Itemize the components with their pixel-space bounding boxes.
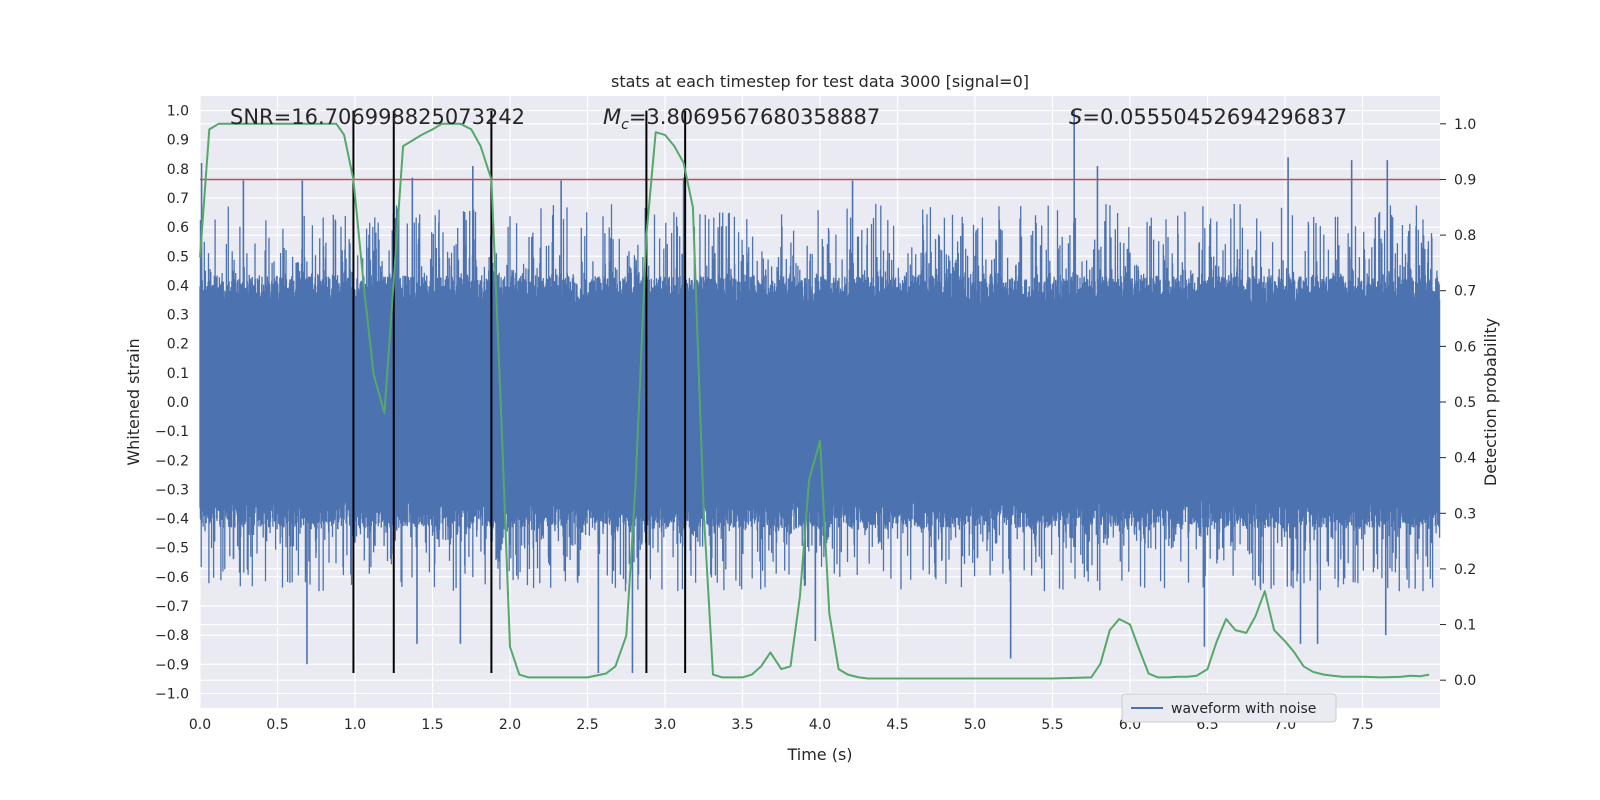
x-tick-label: 1.0 <box>344 717 366 733</box>
chirp-mass-subscript: c <box>621 117 629 133</box>
s-symbol: S <box>1069 105 1082 129</box>
y-tick-label-left: 0.7 <box>167 191 189 207</box>
x-tick-label: 2.5 <box>576 717 598 733</box>
x-tick-label: 5.5 <box>1041 717 1063 733</box>
x-tick-label: 1.5 <box>421 717 443 733</box>
x-tick-label: 4.5 <box>886 717 908 733</box>
y-tick-label-left: 1.0 <box>167 104 189 120</box>
y-tick-label-left: 0.1 <box>167 366 189 382</box>
y-tick-label-left: −1.0 <box>155 686 189 702</box>
waveform-noise-path <box>199 203 1441 592</box>
legend-label-waveform: waveform with noise <box>1171 701 1316 717</box>
y-tick-label-left: 0.3 <box>167 308 189 324</box>
y-tick-label-right: 0.5 <box>1454 395 1476 411</box>
y-tick-label-left: −0.3 <box>155 482 189 498</box>
x-axis-label: Time (s) <box>786 745 852 764</box>
y-tick-label-left: 0.9 <box>167 133 189 149</box>
chirp-mass-value: =3.8069567680358887 <box>629 105 880 129</box>
y-tick-label-right: 0.6 <box>1454 339 1476 355</box>
y-axis-right-label: Detection probability <box>1481 318 1500 486</box>
s-annotation: S=0.05550452694296837 <box>1069 105 1347 129</box>
x-tick-label: 5.0 <box>964 717 986 733</box>
y-tick-label-right: 0.0 <box>1454 673 1476 689</box>
y-tick-label-left: −0.6 <box>155 570 189 586</box>
x-tick-label: 4.0 <box>809 717 831 733</box>
snr-annotation: SNR=16.706998825073242 <box>230 105 525 129</box>
y-tick-label-left: 0.0 <box>167 395 189 411</box>
x-tick-label: 0.0 <box>189 717 211 733</box>
y-axis-left-label: Whitened strain <box>124 338 143 465</box>
y-tick-label-right: 0.2 <box>1454 562 1476 578</box>
y-tick-label-right: 1.0 <box>1454 117 1476 133</box>
chart-title: stats at each timestep for test data 300… <box>611 72 1029 91</box>
chirp-mass-annotation: Mc=3.8069567680358887 <box>603 105 880 133</box>
probability-line <box>199 122 1430 680</box>
y-tick-label-left: −0.9 <box>155 657 189 673</box>
y-tick-label-right: 0.3 <box>1454 506 1476 522</box>
y-tick-label-left: 0.2 <box>167 337 189 353</box>
y-tick-label-left: 0.6 <box>167 220 189 236</box>
legend: waveform with noise <box>1121 693 1337 723</box>
y-tick-label-left: −0.4 <box>155 512 189 528</box>
s-value: =0.05550452694296837 <box>1082 105 1347 129</box>
y-tick-label-left: −0.7 <box>155 599 189 615</box>
y-tick-label-left: −0.1 <box>155 424 189 440</box>
x-tick-label: 3.0 <box>654 717 676 733</box>
legend-box <box>1121 693 1337 723</box>
y-tick-label-left: −0.8 <box>155 628 189 644</box>
y-tick-label-right: 0.7 <box>1454 284 1476 300</box>
y-tick-label-right: 0.8 <box>1454 228 1476 244</box>
y-tick-label-left: −0.5 <box>155 541 189 557</box>
x-tick-label: 3.5 <box>731 717 753 733</box>
y-tick-label-left: 0.5 <box>167 249 189 265</box>
chirp-mass-symbol: M <box>603 105 621 129</box>
x-tick-label: 0.5 <box>266 717 288 733</box>
y-tick-label-left: −0.2 <box>155 453 189 469</box>
x-tick-label: 2.0 <box>499 717 521 733</box>
axis-ticks: 0.0 0.5 1.0 1.5 2.0 2.5 3.0 3.5 4.0 4.5 5.0 5.5 6.0 6… <box>155 104 1476 733</box>
y-tick-label-right: 0.9 <box>1454 172 1476 188</box>
y-tick-label-left: 0.4 <box>167 278 189 294</box>
x-tick-label: 7.5 <box>1351 717 1373 733</box>
y-tick-label-right: 0.1 <box>1454 618 1476 634</box>
probability-series <box>199 110 1440 680</box>
y-tick-label-left: 0.8 <box>167 162 189 178</box>
y-tick-label-right: 0.4 <box>1454 451 1476 467</box>
